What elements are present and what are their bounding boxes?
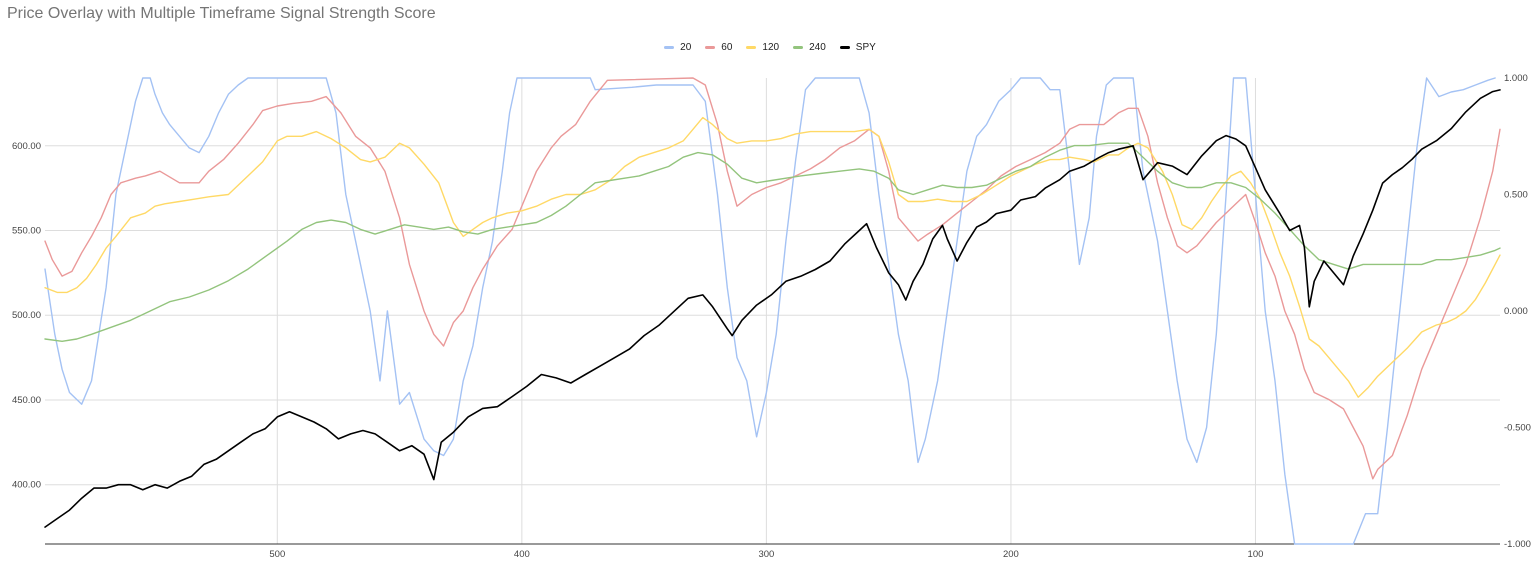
series-line-240: [44, 142, 1501, 342]
legend-swatch: [839, 46, 850, 49]
series-line-60: [44, 77, 1501, 480]
legend-item-60[interactable]: 60: [705, 42, 732, 53]
x-axis-tick-label: 500: [269, 549, 285, 560]
x-axis-tick-label: 400: [514, 549, 530, 560]
right-axis-tick-label: -1.000: [1504, 539, 1531, 550]
legend-item-120[interactable]: 120: [746, 42, 779, 53]
left-axis-tick-label: 500.00: [12, 310, 41, 321]
legend: 20 60 120 240 SPY: [0, 42, 1540, 53]
x-axis-tick-label: 100: [1248, 549, 1264, 560]
legend-label: 120: [762, 42, 780, 53]
legend-item-spy[interactable]: SPY: [839, 42, 876, 53]
legend-label: 20: [680, 42, 692, 53]
series-line-120: [44, 116, 1501, 398]
gridlines: [45, 78, 1500, 545]
axis-labels: 400.00 450.00 500.00 550.00 600.00 -1.000 -0.5…: [12, 73, 1531, 560]
legend-swatch: [664, 46, 675, 49]
right-axis-tick-label: 0.500: [1504, 190, 1528, 201]
left-axis-tick-label: 600.00: [12, 141, 41, 152]
left-axis-tick-label: 550.00: [12, 226, 41, 237]
right-axis-tick-label: 0.000: [1504, 306, 1528, 317]
left-axis-tick-label: 400.00: [12, 480, 41, 491]
series-line-spy: [44, 89, 1501, 528]
legend-swatch: [793, 46, 804, 49]
legend-label: 60: [721, 42, 733, 53]
x-axis-tick-label: 200: [1003, 549, 1019, 560]
series-lines: [44, 77, 1501, 545]
legend-swatch: [705, 46, 716, 49]
legend-label: SPY: [855, 42, 876, 53]
legend-item-240[interactable]: 240: [793, 42, 826, 53]
legend-item-20[interactable]: 20: [664, 42, 691, 53]
legend-swatch: [746, 46, 757, 49]
x-axis-tick-label: 300: [758, 549, 774, 560]
left-axis-tick-label: 450.00: [12, 395, 41, 406]
legend-label: 240: [809, 42, 826, 53]
series-line-20: [44, 77, 1496, 545]
right-axis-tick-label: 1.000: [1504, 73, 1528, 84]
right-axis-tick-label: -0.500: [1504, 423, 1531, 434]
chart-title: Price Overlay with Multiple Timeframe Si…: [7, 5, 436, 22]
